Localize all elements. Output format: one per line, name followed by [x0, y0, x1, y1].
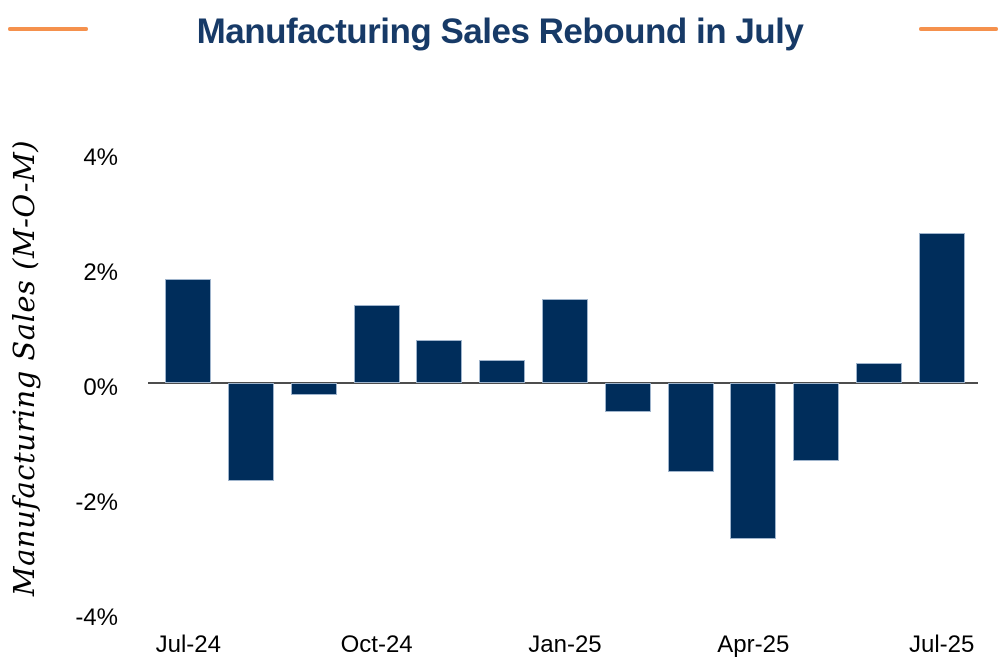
bar-Jun-25 — [855, 362, 902, 383]
y-tick-label-4%: 4% — [83, 143, 118, 171]
x-tick-label-Oct-24: Oct-24 — [340, 631, 413, 658]
title-accent-rule-right — [919, 27, 998, 31]
bar-Oct-24 — [353, 305, 400, 383]
y-tick-label--4%: -4% — [75, 604, 118, 632]
bar-May-25 — [793, 383, 840, 461]
x-tick-label-Jul-25: Jul-25 — [908, 631, 975, 658]
bar-Jul-24 — [165, 279, 212, 383]
zero-baseline — [148, 382, 978, 385]
bar-Feb-25 — [604, 383, 651, 412]
bar-Jan-25 — [541, 299, 588, 383]
y-tick-label-2%: 2% — [83, 258, 118, 286]
x-tick-label-Apr-25: Apr-25 — [717, 631, 790, 658]
bar-Apr-25 — [730, 383, 777, 539]
bar-Dec-24 — [479, 359, 526, 383]
x-tick-label-Jul-24: Jul-24 — [155, 631, 221, 658]
y-tick-label--2%: -2% — [75, 489, 118, 517]
x-tick-label-Jan-25: Jan-25 — [528, 631, 602, 658]
bar-Nov-24 — [416, 339, 463, 383]
y-axis-title: Manufacturing Sales (M-O-M) — [7, 139, 41, 597]
bar-Sep-24 — [290, 383, 337, 395]
title-accent-rule-left — [8, 27, 88, 31]
bar-Aug-24 — [228, 383, 275, 481]
bar-Jul-25 — [918, 233, 965, 383]
bar-Mar-25 — [667, 383, 714, 473]
chart-title: Manufacturing Sales Rebound in July — [196, 12, 804, 51]
y-tick-label-0%: 0% — [83, 374, 118, 401]
